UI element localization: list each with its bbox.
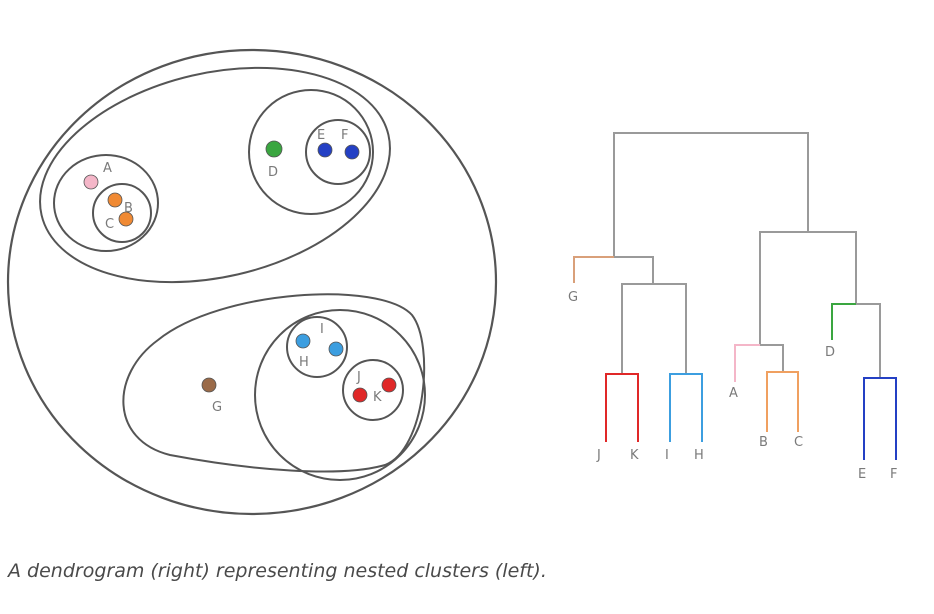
point-d [265, 140, 283, 158]
point-label-a: A [103, 161, 112, 176]
point-label-i: I [320, 322, 324, 337]
point-label-c: C [105, 217, 114, 232]
cluster-ef-outline [305, 119, 371, 185]
nested-clusters-and-dendrogram-figure: A B C D E F G H I J K G J K I H A B [6, 48, 897, 516]
cluster-lower-outline [122, 293, 426, 473]
dendrogram-branch-ef [863, 377, 897, 460]
dendrogram-leaf-b: B [759, 435, 768, 450]
dendrogram-leaf-i: I [665, 448, 669, 463]
point-label-e: E [317, 128, 325, 143]
point-label-f: F [341, 128, 348, 143]
cluster-def-outline [248, 89, 374, 215]
point-label-j: J [356, 370, 361, 385]
cluster-point-labels: A B C D E F G H I J K [103, 128, 382, 415]
cluster-points [83, 140, 397, 403]
dendrogram-leaf-f: F [890, 467, 897, 482]
point-label-g: G [212, 400, 222, 415]
cluster-bc-outline [92, 183, 152, 243]
dendrogram-leaf-c: C [794, 435, 803, 450]
point-i [328, 341, 344, 357]
dendrogram-leaf-a: A [729, 386, 738, 401]
point-e [317, 142, 333, 158]
cluster-abc-outline [53, 154, 159, 252]
dendrogram-branch-jk [605, 373, 639, 442]
dendrogram-branch-d [831, 303, 856, 340]
figure-caption: A dendrogram (right) representing nested… [8, 560, 547, 582]
dendrogram-branch-root [613, 132, 809, 257]
nested-clusters-diagram [6, 48, 498, 516]
dendrogram-leaf-h: H [694, 448, 704, 463]
cluster-all-outline [6, 48, 498, 516]
point-c [118, 211, 134, 227]
dendrogram-leaf-d: D [825, 345, 835, 360]
dendrogram-leaf-g: G [568, 290, 578, 305]
dendrogram-branch-ih [669, 373, 703, 442]
cluster-hijk-outline [254, 309, 426, 481]
dendrogram [573, 132, 897, 460]
dendrogram-branch-right [759, 231, 857, 345]
dendrogram-leaf-k: K [630, 448, 639, 463]
point-h [295, 333, 311, 349]
dendrogram-leaf-j: J [596, 448, 601, 463]
dendrogram-branch-left-top [614, 256, 654, 284]
cluster-upper-outline [39, 66, 391, 284]
dendrogram-branch-a [734, 344, 760, 382]
point-f [344, 144, 360, 160]
point-label-h: H [299, 355, 309, 370]
point-j [352, 387, 368, 403]
point-a [83, 174, 99, 190]
cluster-jk-outline [342, 359, 404, 421]
dendrogram-leaf-labels: G J K I H A B C D E F [568, 290, 897, 482]
point-g [201, 377, 217, 393]
point-k [381, 377, 397, 393]
point-label-k: K [373, 390, 382, 405]
cluster-hi-outline [286, 316, 348, 378]
dendrogram-branch-abc [760, 344, 784, 372]
dendrogram-branch-g [573, 256, 614, 283]
dendrogram-branch-jkih [621, 283, 687, 374]
dendrogram-branch-bc [766, 371, 799, 432]
dendrogram-leaf-e: E [858, 467, 866, 482]
dendrogram-branch-def [856, 303, 881, 378]
point-b [107, 192, 123, 208]
point-label-b: B [124, 201, 133, 216]
point-label-d: D [268, 165, 278, 180]
